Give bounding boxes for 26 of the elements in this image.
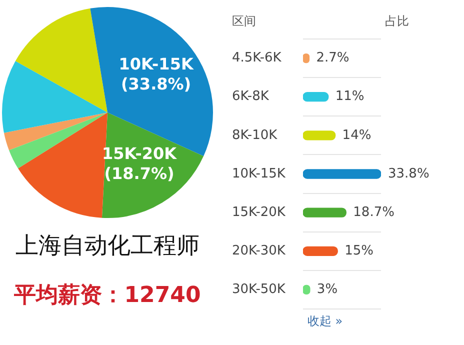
bar (303, 208, 346, 218)
bar (303, 246, 338, 256)
data-label: 33.8% (388, 166, 430, 182)
bar (303, 169, 381, 179)
slice-label: 10K-15K (118, 54, 194, 74)
data-label: 3% (316, 282, 338, 298)
y-tick-label: 8K-10K (232, 128, 278, 143)
y-tick-label: 15K-20K (232, 204, 286, 220)
y-tick-label: 30K-50K (232, 282, 286, 298)
bar (303, 130, 336, 140)
y-tick-label: 20K-30K (232, 244, 286, 259)
data-label: 11% (335, 89, 364, 104)
text: 上海自动化工程师 (14, 232, 200, 261)
data-label: 2.7% (316, 50, 350, 66)
y-tick-label: 10K-15K (232, 166, 286, 182)
data-label: 14% (342, 128, 372, 143)
x-axis-title: 占比 (385, 14, 409, 28)
y-axis-title: 区间 (232, 14, 256, 28)
data-label: (33.8%) (120, 74, 192, 94)
y-tick-label: 6K-8K (232, 89, 270, 104)
data-label: 15% (344, 244, 374, 259)
y-tick-label: 4.5K-6K (232, 50, 282, 66)
text: 平均薪资：12740 (13, 282, 202, 310)
data-label: 18.7% (353, 204, 394, 220)
text: 收起 » (307, 314, 343, 328)
data-label: (18.7%) (104, 164, 174, 183)
